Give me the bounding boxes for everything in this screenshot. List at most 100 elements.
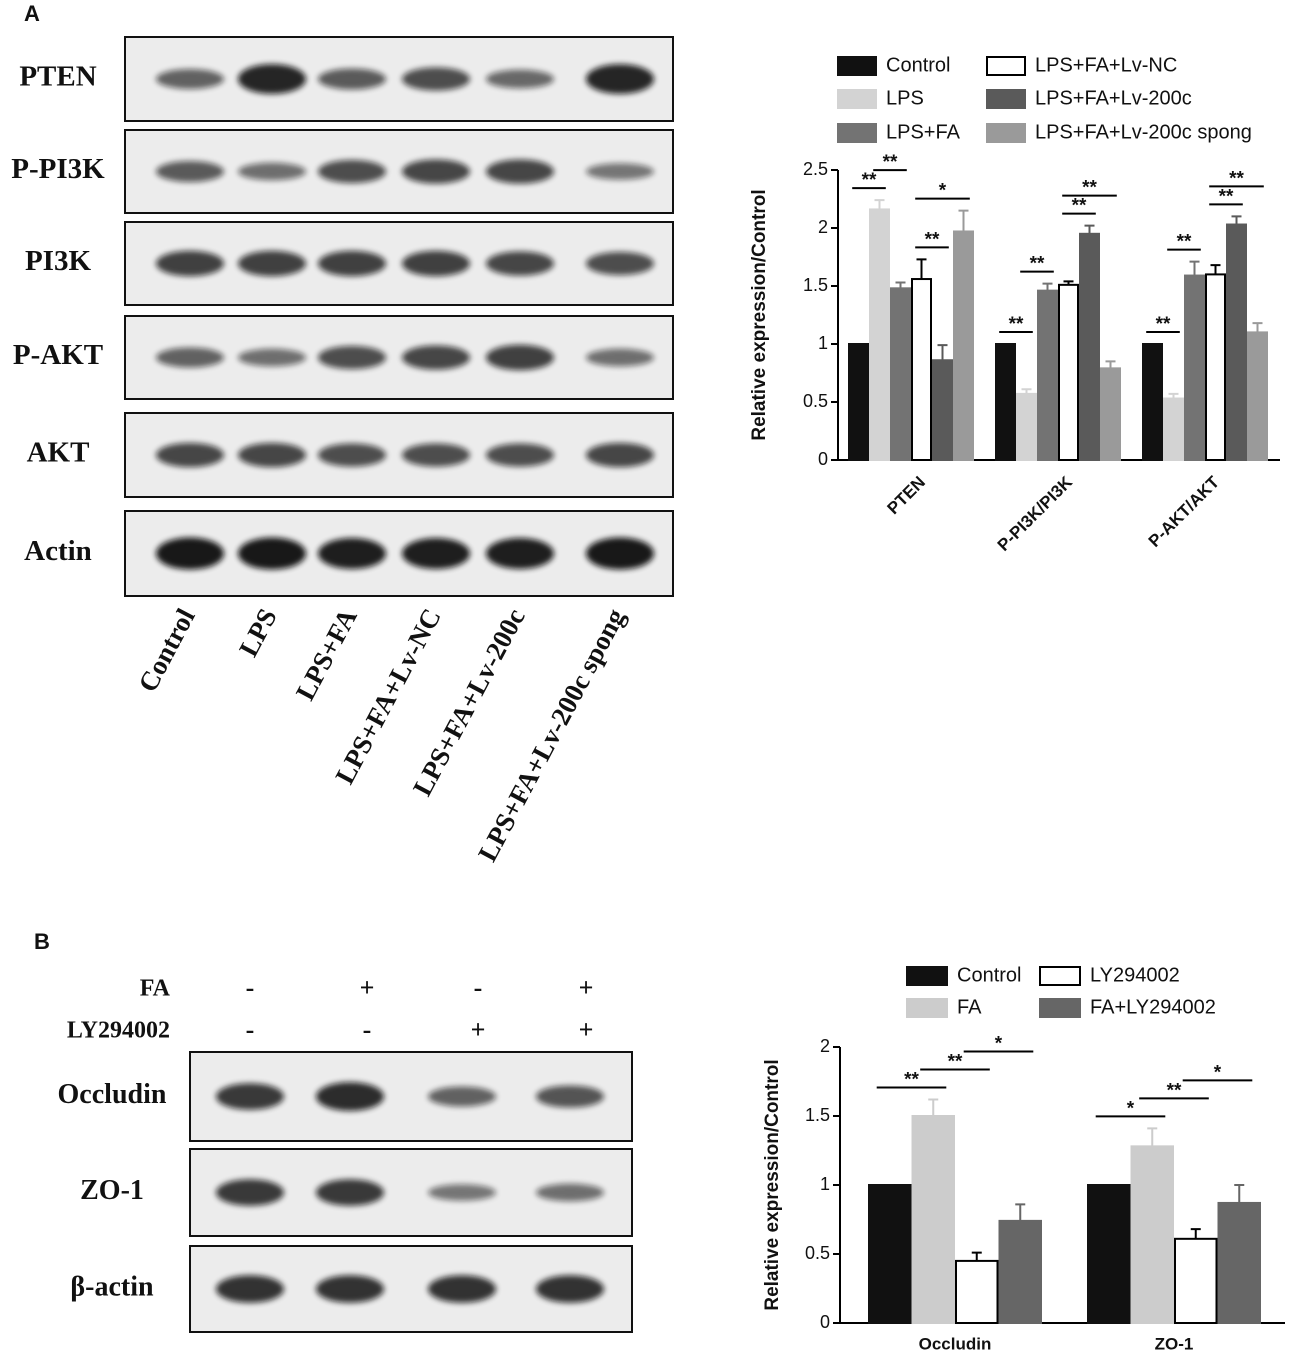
error-bar — [971, 1251, 982, 1261]
y-tick-label: 2 — [818, 217, 828, 237]
blot-band — [586, 64, 654, 94]
blot-band — [486, 443, 554, 467]
blot-band — [238, 250, 306, 277]
error-bar — [1252, 322, 1263, 333]
condition-sign: - — [474, 973, 483, 1002]
blot-band — [486, 538, 554, 569]
significance-label: ** — [925, 229, 940, 250]
bar — [1184, 274, 1205, 461]
legend-label: LPS+FA+Lv-NC — [1035, 54, 1177, 76]
blot-band — [486, 251, 554, 276]
bar — [932, 359, 953, 461]
significance-label: ** — [1030, 254, 1045, 275]
legend-swatch — [1039, 966, 1081, 986]
y-tick-label: 1 — [820, 1174, 830, 1194]
legend-label: LY294002 — [1090, 964, 1180, 986]
legend-label: LPS+FA — [886, 121, 961, 143]
condition-sign: - — [246, 973, 255, 1002]
bar — [955, 1259, 999, 1325]
condition-label: FA — [140, 976, 171, 1002]
condition-sign: - — [246, 1015, 255, 1044]
significance-label: ** — [1177, 232, 1192, 253]
legend-label: FA+LY294002 — [1090, 996, 1216, 1018]
condition-sign: + — [579, 973, 594, 1002]
legend-swatch — [906, 998, 948, 1018]
bar — [1217, 1201, 1261, 1324]
significance-label: ** — [1219, 186, 1234, 207]
legend-swatch — [986, 89, 1026, 109]
blot-band — [316, 1275, 384, 1303]
condition-sign: + — [360, 973, 375, 1002]
error-bar — [937, 344, 948, 361]
blot-row-label: P-AKT — [13, 339, 103, 371]
blot-band — [156, 161, 224, 182]
error-bar — [1210, 264, 1221, 275]
error-bar — [1190, 1228, 1201, 1239]
condition-sign: + — [579, 1015, 594, 1044]
blot-band — [402, 538, 470, 569]
blot-band — [486, 344, 554, 371]
bar — [1247, 331, 1268, 461]
blot-band — [318, 250, 386, 277]
bar — [1100, 367, 1121, 461]
bar — [869, 208, 890, 461]
x-tick-label: P-AKT/AKT — [1145, 472, 1224, 551]
bar — [1058, 283, 1079, 461]
significance-label: * — [1127, 1098, 1135, 1119]
blot-row-label: PTEN — [19, 61, 96, 93]
legend-label: LPS+FA+Lv-200c — [1035, 87, 1192, 109]
blot-band — [486, 69, 554, 89]
error-bar — [1105, 360, 1116, 369]
condition-sign: - — [363, 1015, 372, 1044]
bar — [1087, 1184, 1131, 1324]
y-axis-label: Relative expression/Control — [749, 189, 770, 440]
blot-row-label: Occludin — [58, 1079, 167, 1110]
blot-band — [318, 443, 386, 467]
legend-swatch — [837, 89, 877, 109]
bar — [911, 278, 932, 462]
blot-band — [402, 159, 470, 184]
blot-band — [156, 347, 224, 368]
panel-label: A — [24, 1, 40, 26]
legend-swatch — [1039, 998, 1081, 1018]
blot-row-label: AKT — [27, 437, 90, 469]
blot-band — [216, 1083, 284, 1110]
y-tick-label: 1 — [818, 333, 828, 353]
error-bar — [1084, 224, 1095, 234]
blot-band — [586, 251, 654, 276]
error-bar — [874, 199, 885, 210]
bar — [890, 287, 911, 461]
error-bar — [1015, 1203, 1026, 1221]
blot-band — [428, 1275, 496, 1303]
blot-band — [402, 67, 470, 91]
blot-band — [536, 1085, 604, 1108]
error-bar — [1189, 260, 1200, 276]
blot-band — [586, 348, 654, 367]
blot-row-label: β-actin — [70, 1271, 154, 1302]
bar — [911, 1115, 955, 1324]
blot-band — [216, 1275, 284, 1303]
blot-band — [156, 250, 224, 277]
y-tick-label: 0.5 — [805, 1243, 830, 1263]
blot-band — [586, 442, 654, 468]
blot-band — [238, 64, 306, 94]
lane-label: LPS+FA — [290, 603, 363, 705]
legend-label: Control — [957, 964, 1021, 986]
error-bar — [958, 209, 969, 232]
panel-label: B — [34, 929, 50, 954]
bar — [1130, 1145, 1174, 1324]
blot-band — [316, 1179, 384, 1206]
blot-band — [238, 442, 306, 468]
bar — [998, 1219, 1042, 1325]
y-tick-label: 0 — [820, 1312, 830, 1332]
blot-band — [402, 345, 470, 370]
y-tick-label: 1.5 — [805, 1105, 830, 1125]
legend-swatch — [837, 56, 877, 76]
error-bar — [1063, 280, 1074, 285]
significance-label: * — [995, 1033, 1003, 1054]
blot-band — [156, 537, 224, 570]
error-bar — [928, 1098, 939, 1116]
y-axis-label: Relative expression/Control — [762, 1059, 783, 1310]
significance-label: ** — [948, 1051, 963, 1072]
